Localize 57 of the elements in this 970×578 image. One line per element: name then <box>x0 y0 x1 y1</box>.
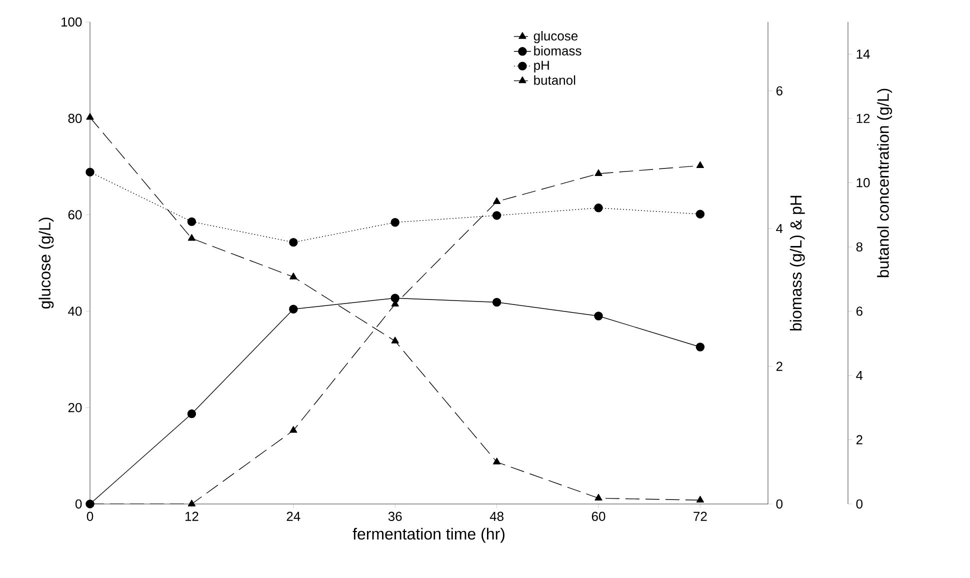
point <box>86 113 94 120</box>
legend-label: glucose <box>534 31 578 44</box>
point <box>696 342 705 352</box>
point <box>289 238 298 247</box>
point <box>86 168 94 176</box>
point <box>492 197 501 204</box>
x-tick-label: 60 <box>592 512 606 521</box>
point <box>696 161 704 168</box>
legend-label: butanol <box>534 75 576 85</box>
point <box>594 494 602 501</box>
x-tick-label: 0 <box>86 512 94 521</box>
point <box>594 204 603 212</box>
y3-tick-label: 0 <box>856 499 863 509</box>
y3-tick-label: 4 <box>856 370 863 380</box>
point <box>594 312 603 320</box>
point <box>289 304 298 314</box>
y2-tick-label: 0 <box>776 499 783 509</box>
y-tick-label: 40 <box>68 306 82 316</box>
y3-tick-label: 10 <box>856 178 870 188</box>
y2-tick-label: 2 <box>776 362 782 371</box>
point <box>187 409 196 418</box>
point <box>594 169 602 176</box>
y3-tick-label: 8 <box>856 242 862 252</box>
y-tick-label: 100 <box>62 17 82 27</box>
y-tick-label: 60 <box>68 210 82 220</box>
x-tick-label: 72 <box>694 512 707 521</box>
y2-tick-label: 6 <box>776 86 782 96</box>
point <box>390 218 400 227</box>
point <box>391 336 399 344</box>
point <box>187 217 196 226</box>
legend-label: pH <box>534 60 549 72</box>
x-tick-label: 48 <box>490 512 504 521</box>
y2-axis-title: biomass (g/L) & pH <box>790 196 805 330</box>
y3-tick-label: 12 <box>856 114 870 123</box>
y3-tick-label: 6 <box>856 306 862 316</box>
y-axis-title: glucose (g/L) <box>38 218 54 309</box>
y-tick-label: 80 <box>68 114 82 123</box>
y-tick-label: 0 <box>75 499 82 509</box>
y3-tick-label: 2 <box>856 435 862 444</box>
x-tick-label: 36 <box>388 512 402 521</box>
x-axis-title: fermentation time (hr) <box>352 528 504 543</box>
legend-label: biomass <box>534 46 582 56</box>
y3-axis-title: butanol concentration (g/L) <box>877 88 892 278</box>
point <box>492 458 501 464</box>
point <box>492 298 502 307</box>
point <box>492 211 502 220</box>
y2-tick-label: 4 <box>776 224 783 234</box>
point <box>188 234 196 241</box>
point <box>188 500 196 506</box>
point <box>290 426 298 433</box>
y3-tick-label: 14 <box>856 50 870 59</box>
point <box>696 496 704 502</box>
point <box>290 272 298 280</box>
y-tick-label: 20 <box>68 402 82 412</box>
x-tick-label: 24 <box>286 512 300 521</box>
point <box>696 210 705 218</box>
x-tick-label: 12 <box>185 512 198 521</box>
